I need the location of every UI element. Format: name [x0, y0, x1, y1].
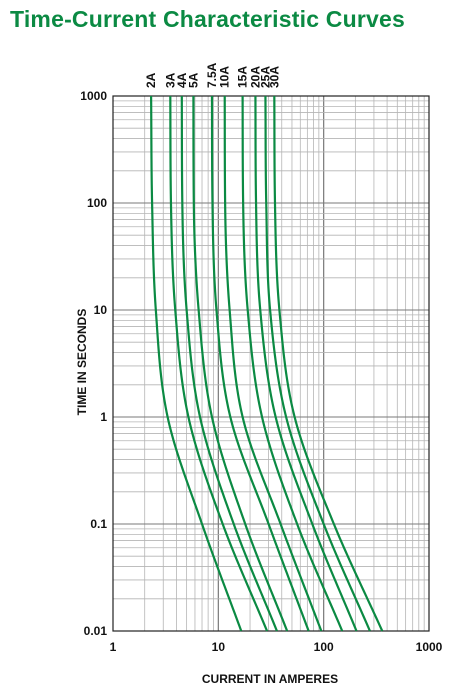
x-tick-label: 100 — [314, 640, 334, 654]
x-tick-label: 1 — [110, 640, 117, 654]
curve-label: 15A — [236, 66, 250, 88]
curve-20A — [254, 95, 358, 632]
grid-lines — [112, 95, 430, 632]
page-title: Time-Current Characteristic Curves — [10, 6, 405, 32]
curve-label: 5A — [186, 72, 200, 88]
curves — [150, 95, 384, 632]
x-tick-label: 1000 — [416, 640, 443, 654]
plot-frame — [112, 95, 430, 632]
curve-label: 4A — [175, 72, 189, 88]
curve-label: 7.5A — [205, 62, 219, 88]
x-axis-label: CURRENT IN AMPERES — [202, 672, 338, 686]
curve-7.5A — [210, 95, 310, 632]
y-tick-label: 1 — [100, 410, 107, 424]
curve-25A — [264, 95, 371, 632]
y-tick-label: 0.01 — [84, 624, 108, 638]
curve-label: 2A — [144, 72, 158, 88]
curve-15A — [241, 95, 344, 632]
y-tick-label: 1000 — [80, 89, 107, 103]
x-tick-label: 10 — [212, 640, 226, 654]
y-axis-label: TIME IN SECONDS — [75, 309, 89, 416]
curve-label: 20A — [248, 66, 262, 88]
curve-label: 10A — [218, 66, 232, 88]
curve-30A — [273, 95, 384, 632]
curve-3A — [169, 95, 269, 632]
y-tick-label: 10 — [94, 303, 108, 317]
curve-label: 30A — [267, 66, 281, 88]
curve-label: 25A — [258, 66, 272, 88]
curve-label: 3A — [163, 72, 177, 88]
curve-10A — [223, 96, 323, 632]
y-tick-label: 100 — [87, 196, 107, 210]
curve-5A — [192, 95, 289, 632]
y-tick-label: 0.1 — [90, 517, 107, 531]
curve-2A — [150, 95, 243, 632]
curve-4A — [180, 95, 278, 632]
